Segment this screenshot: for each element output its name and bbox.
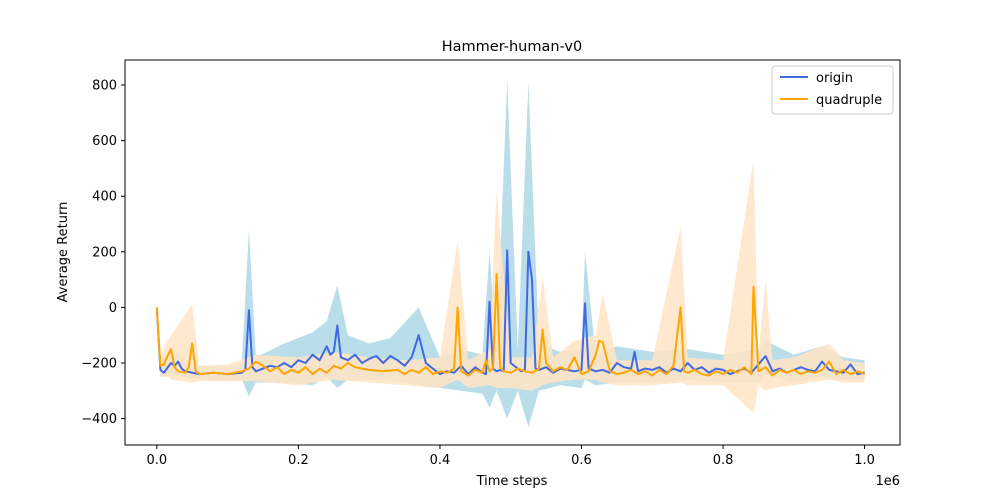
x-tick-label: 0.6 [571,453,592,468]
y-tick-label: −200 [81,356,117,371]
y-axis: −400 −200 0 200 400 600 800 [81,79,125,427]
y-tick-label: 400 [92,190,117,205]
y-tick-label: 800 [92,79,117,94]
y-tick-label: 0 [109,301,117,316]
x-tick-label: 1.0 [854,453,875,468]
legend: origin quadruple [771,65,894,115]
x-axis: 0.0 0.2 0.4 0.6 0.8 1.0 [147,445,875,468]
x-tick-label: 0.2 [288,453,309,468]
y-tick-label: −400 [81,412,117,427]
plot-frame [124,59,901,446]
chart-title: Hammer-human-v0 [442,39,582,55]
legend-label-origin: origin [816,71,853,86]
y-tick-label: 200 [92,245,117,260]
y-tick-label: 600 [92,134,117,149]
y-axis-label: Average Return [56,202,71,303]
x-tick-label: 0.8 [713,453,734,468]
legend-label-quadruple: quadruple [816,93,882,108]
plot-area [155,79,865,427]
x-tick-label: 0.0 [147,453,168,468]
x-axis-offset-label: 1e6 [875,474,900,489]
series-line-quadruple [155,273,865,377]
band-origin [156,79,865,427]
x-axis-label: Time steps [476,474,548,489]
x-tick-label: 0.4 [430,453,451,468]
